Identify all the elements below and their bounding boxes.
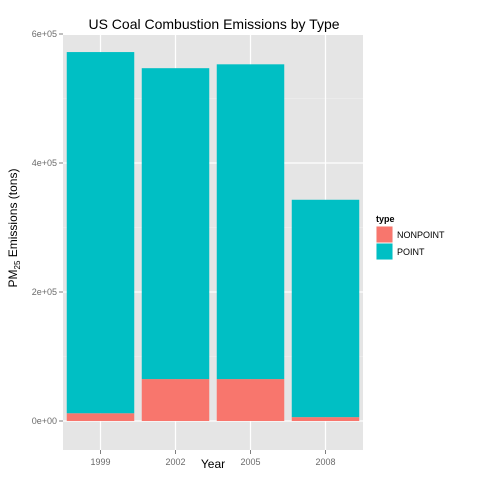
x-tick-label: 2002 (165, 457, 185, 467)
legend-title: type (376, 214, 395, 224)
y-tick-label: 2e+05 (32, 287, 57, 297)
bar-nonpoint-1999 (66, 413, 135, 421)
legend-label-point: POINT (397, 247, 425, 257)
x-axis-ticks: 1999 2002 2005 2008 (90, 450, 336, 467)
legend-label-nonpoint: NONPOINT (397, 230, 445, 240)
bar-nonpoint-2008 (291, 417, 360, 421)
y-axis-label-subscript: 25 (13, 260, 22, 269)
legend: type NONPOINT POINT (375, 214, 445, 261)
bar-nonpoint-2005 (216, 379, 285, 421)
legend-key-point (376, 243, 393, 260)
bar-nonpoint-2002 (141, 379, 210, 421)
chart-title: US Coal Combustion Emissions by Type (88, 16, 339, 32)
bar-point-1999 (66, 52, 135, 414)
bar-point-2005 (216, 64, 285, 380)
bar-point-2008 (291, 199, 360, 418)
bars (66, 52, 360, 421)
y-tick-label: 6e+05 (32, 29, 57, 39)
x-tick-label: 1999 (90, 457, 110, 467)
legend-key-nonpoint (376, 226, 393, 243)
x-axis-label: Year (201, 457, 225, 471)
y-tick-label: 0e+00 (32, 416, 57, 426)
x-tick-label: 2008 (315, 457, 335, 467)
y-tick-label: 4e+05 (32, 158, 57, 168)
y-axis-label: PM25 Emissions (tons) (6, 169, 22, 288)
y-axis-label-suffix: Emissions (tons) (6, 169, 20, 261)
x-tick-label: 2005 (240, 457, 260, 467)
y-axis-ticks: 0e+00 2e+05 4e+05 6e+05 (32, 29, 63, 426)
bar-point-2002 (141, 68, 210, 380)
y-axis-label-prefix: PM (6, 269, 20, 287)
